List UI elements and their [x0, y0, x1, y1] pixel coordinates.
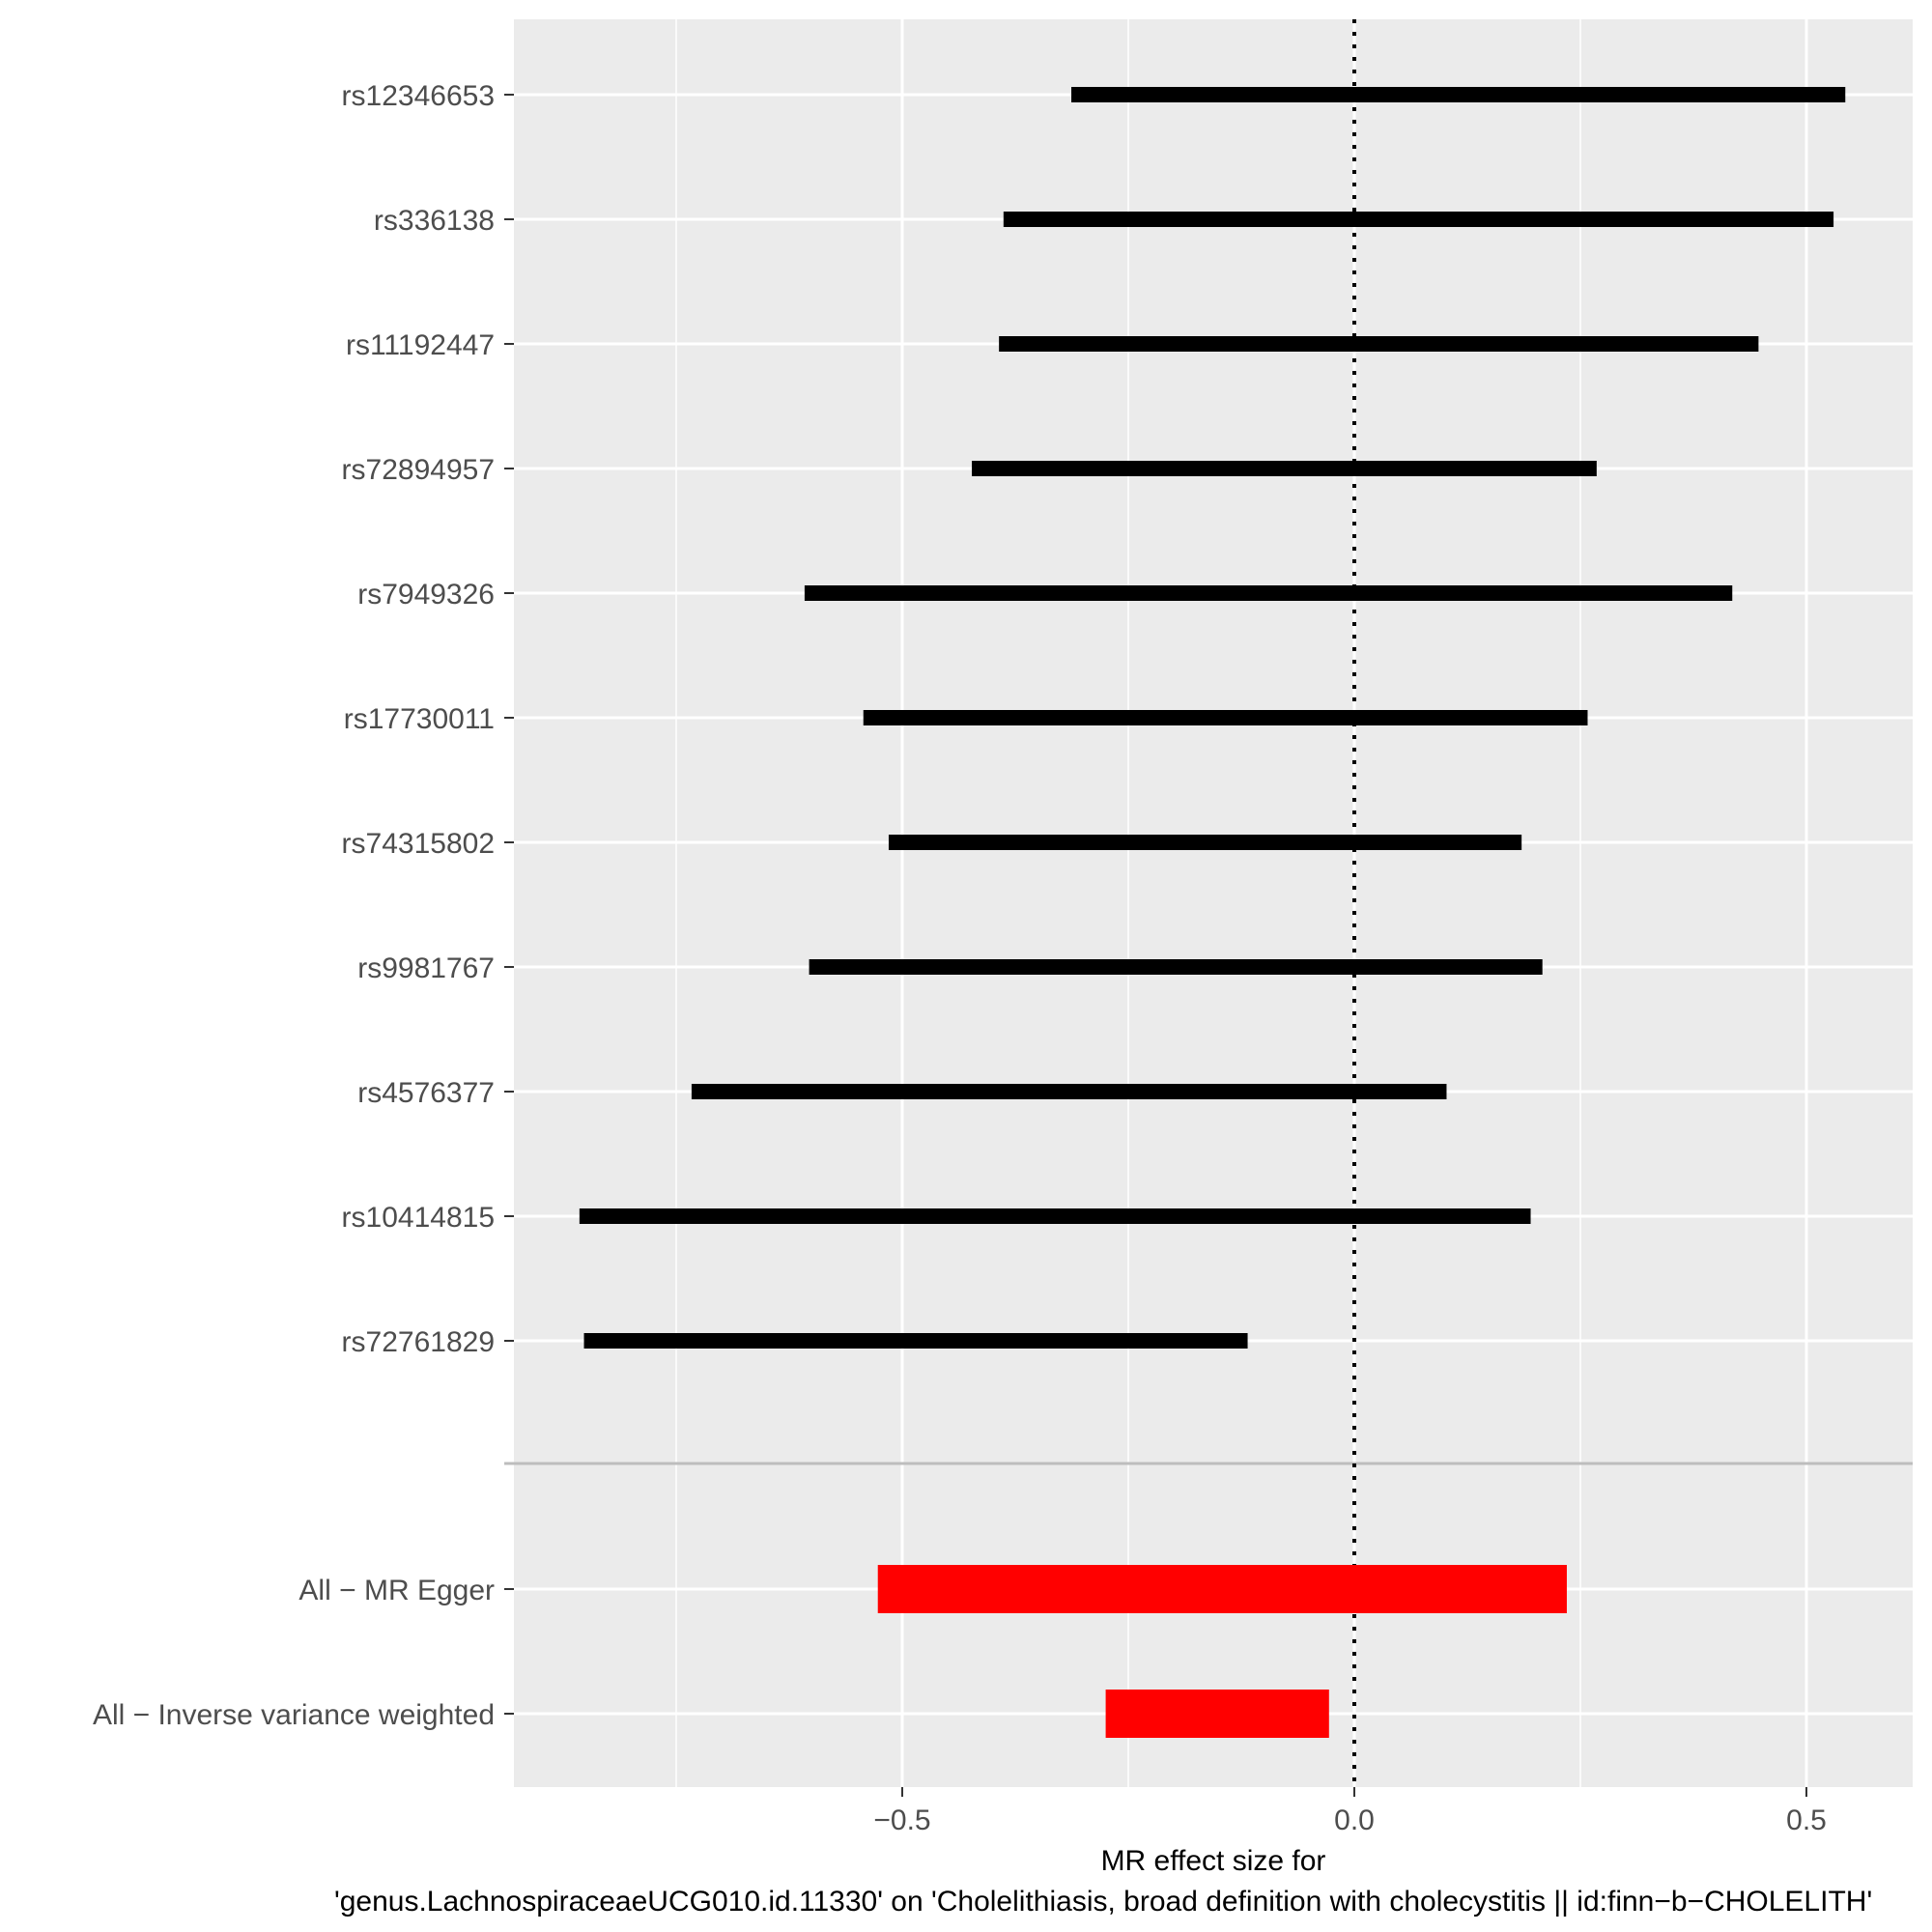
snp-point — [1371, 338, 1383, 350]
method-ci-bar — [1105, 1690, 1329, 1738]
snp-point — [908, 1335, 921, 1347]
y-tick-label: rs11192447 — [346, 329, 495, 361]
snp-point — [1047, 1210, 1060, 1222]
y-tick-label: rs17730011 — [344, 703, 495, 735]
y-tick-label: rs72894957 — [342, 454, 495, 486]
y-tick-label: All − Inverse variance weighted — [93, 1699, 495, 1731]
y-axis-labels: rs12346653 rs336138 rs11192447 rs72894957 rs… — [93, 80, 514, 1731]
y-tick-label: rs336138 — [374, 205, 495, 237]
snp-point — [1199, 837, 1211, 848]
snp-point — [1062, 1086, 1074, 1097]
plot-panel — [514, 19, 1913, 1787]
x-axis-ticks: −0.5 0.0 0.5 — [873, 1787, 1827, 1836]
interval-bars — [579, 87, 1846, 1738]
snp-point — [1413, 213, 1426, 225]
y-tick-label: rs9981767 — [357, 952, 495, 984]
y-tick-label: rs74315802 — [342, 828, 495, 860]
y-tick-label: rs10414815 — [342, 1202, 495, 1234]
snp-point — [1169, 961, 1181, 973]
x-axis-title-line1: MR effect size for — [1101, 1845, 1326, 1877]
snp-point — [1277, 463, 1290, 474]
x-tick-label: −0.5 — [873, 1804, 930, 1836]
y-tick-label: All − MR Egger — [298, 1575, 495, 1606]
snp-point — [1263, 587, 1275, 599]
method-ci-bar — [877, 1565, 1567, 1613]
snp-point — [1452, 89, 1464, 100]
y-tick-label: rs4576377 — [357, 1077, 495, 1109]
snp-point — [1217, 712, 1230, 724]
x-tick-label: 0.0 — [1334, 1804, 1375, 1836]
y-tick-label: rs72761829 — [342, 1326, 495, 1358]
y-tick-label: rs12346653 — [342, 80, 495, 112]
x-axis-title-line2: 'genus.LachnospiraceaeUCG010.id.11330' o… — [334, 1886, 1872, 1918]
y-tick-label: rs7949326 — [357, 579, 495, 611]
x-tick-label: 0.5 — [1786, 1804, 1827, 1836]
